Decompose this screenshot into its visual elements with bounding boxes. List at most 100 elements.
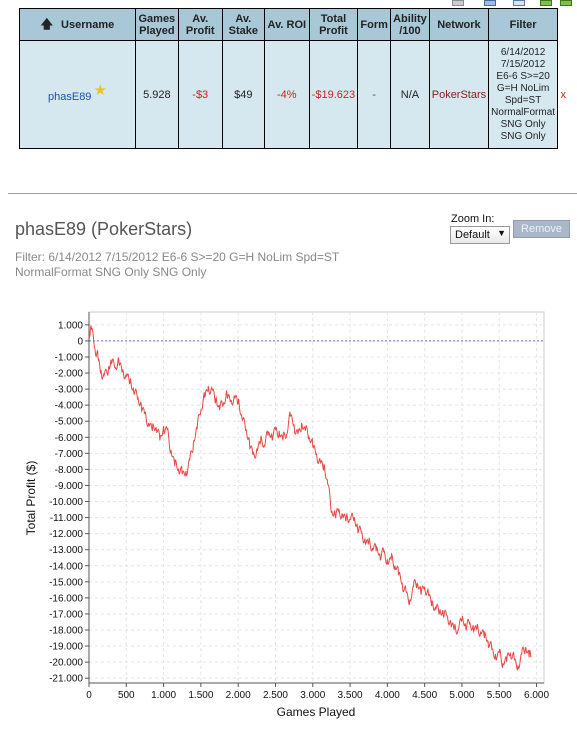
x-tick-label: 3.000 [300, 690, 325, 701]
col-av-stake-label-2: Stake [228, 24, 258, 37]
y-tick-label: -4.000 [55, 401, 84, 412]
username-link[interactable]: phasE89 [48, 90, 92, 103]
section-divider [8, 193, 577, 194]
x-tick-label: 2.500 [263, 690, 288, 701]
col-username[interactable]: 🡅 Username [19, 8, 136, 41]
y-tick-label: -5.000 [55, 417, 84, 428]
col-ability-label-2: /100 [399, 24, 421, 37]
export-icon[interactable] [513, 0, 525, 6]
col-ability-label-1: Ability [393, 12, 427, 25]
cell-username: phasE89 ★ [19, 40, 136, 149]
cell-filter: 6/14/2012 7/15/2012 E6-6 S>=20 G=H NoLim… [488, 40, 559, 149]
star-icon[interactable]: ★ [93, 81, 107, 99]
x-tick-label: 3.500 [338, 690, 363, 701]
table-row: phasE89 ★ 5.928 -$3 $49 -4% -$19.623 - N/… [19, 40, 569, 149]
col-total-profit-label-2: Profit [319, 24, 348, 37]
x-tick-label: 4.500 [412, 690, 437, 701]
y-tick-label: -17.000 [49, 609, 83, 620]
y-tick-label: -19.000 [49, 642, 83, 653]
y-tick-label: -11.000 [50, 513, 84, 524]
plot-area [88, 311, 545, 684]
cell-games-played: 5.928 [134, 40, 179, 149]
col-av-profit[interactable]: Av. Profit [177, 8, 223, 41]
series-group [88, 325, 532, 671]
col-total-profit-label-1: Total [320, 12, 347, 25]
toolbar-icons [448, 0, 577, 8]
x-tick-label: 500 [118, 690, 135, 701]
col-av-stake[interactable]: Av. Stake [221, 8, 265, 41]
filter-line: G=H NoLim [496, 82, 550, 94]
x-axis-label: Games Played [277, 705, 356, 719]
y-tick-label: -10.000 [49, 497, 83, 508]
filter-line: NormalFormat [491, 106, 556, 118]
refresh-icon[interactable] [540, 0, 552, 6]
x-tick-label: 1.500 [188, 690, 213, 701]
filter-line: SNG Only [500, 130, 546, 142]
cell-ability: N/A [390, 40, 430, 149]
zoom-label: Zoom In: [451, 213, 495, 225]
y-axis-label: Total Profit ($) [24, 461, 38, 536]
zoom-select[interactable]: Default ▼ [450, 226, 510, 244]
y-axis: 1.000 0 -1.000 -2.000 -3.000 -4.000 -5.000 -6.0… [49, 312, 90, 685]
col-av-profit-label-2: Profit [185, 24, 215, 37]
remove-button[interactable]: Remove [513, 220, 570, 238]
delete-row-button[interactable]: x [560, 88, 567, 101]
y-tick-label: -9.000 [55, 481, 84, 492]
x-axis: 0 500 1.000 1.500 2.000 2.500 3.000 3.500 4.000 4… [86, 682, 549, 701]
profit-chart: 1.000 0 -1.000 -2.000 -3.000 -4.000 -5.000 -6.0… [24, 311, 549, 719]
print-icon[interactable] [452, 0, 464, 6]
x-tick-label: 4.000 [375, 690, 400, 701]
copy-icon[interactable] [484, 0, 496, 6]
grid [88, 312, 544, 683]
x-tick-label: 5.500 [487, 690, 512, 701]
filter-line: Spd=ST [504, 94, 542, 106]
cell-av-profit: -$3 [177, 40, 223, 149]
cell-av-roi: -4% [263, 40, 310, 149]
col-actions [558, 9, 569, 41]
x-tick-label: 1.000 [151, 690, 176, 701]
cell-av-stake: $49 [221, 40, 265, 149]
filter-description: Filter: 6/14/2012 7/15/2012 E6-6 S>=20 G… [15, 250, 339, 279]
y-tick-label: -2.000 [55, 369, 84, 380]
col-form[interactable]: Form [357, 8, 392, 41]
y-tick-label: -12.000 [49, 529, 83, 540]
x-tick-label: 5.000 [449, 690, 474, 701]
x-tick-label: 2.000 [226, 690, 251, 701]
chevron-down-icon: ▼ [497, 228, 506, 238]
col-av-roi[interactable]: Av. ROI [263, 8, 310, 41]
table-header-row: 🡅 Username Games Played Av. Profit Av. Stake… [19, 8, 569, 41]
up-arrow-icon[interactable]: 🡅 [40, 17, 54, 31]
col-total-profit[interactable]: Total Profit [308, 8, 359, 41]
y-tick-label: -21.000 [49, 674, 83, 685]
filter-line: E6-6 S>=20 [496, 70, 550, 82]
col-ability[interactable]: Ability/100 [390, 8, 430, 41]
y-tick-label: 0 [77, 336, 83, 347]
x-tick-label: 6.000 [524, 690, 549, 701]
col-username-label: Username [61, 19, 115, 31]
zoom-select-value: Default [455, 229, 490, 241]
cell-form: - [357, 40, 392, 149]
col-games-played[interactable]: Games Played [134, 8, 179, 41]
col-games-label-2: Played [139, 24, 175, 37]
y-tick-label: 1.000 [58, 320, 83, 331]
y-tick-label: -14.000 [49, 561, 83, 572]
col-av-stake-label-1: Av. [235, 12, 252, 25]
y-tick-label: -8.000 [55, 465, 84, 476]
y-tick-label: -13.000 [49, 545, 83, 556]
filter-line: 6/14/2012 [500, 46, 546, 58]
player-stats-table: 🡅 Username Games Played Av. Profit Av. Stake… [19, 8, 569, 149]
y-tick-label: -6.000 [55, 433, 84, 444]
y-tick-label: -16.000 [49, 593, 83, 604]
col-network[interactable]: Network [428, 8, 490, 41]
series-line [88, 325, 532, 671]
col-filter[interactable]: Filter [488, 8, 559, 41]
col-games-label-1: Games [138, 12, 176, 25]
x-tick-label: 0 [86, 690, 92, 701]
filter-line: SNG Only [500, 118, 546, 130]
y-tick-label: -15.000 [49, 577, 83, 588]
y-tick-label: -3.000 [55, 385, 84, 396]
forward-icon[interactable] [560, 0, 572, 6]
cell-network: PokerStars [428, 40, 490, 149]
filter-line: 7/15/2012 [500, 58, 546, 70]
y-tick-label: -7.000 [55, 449, 84, 460]
